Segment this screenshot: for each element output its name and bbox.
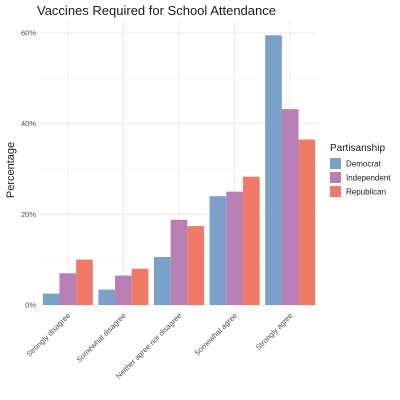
y-axis-title: Percentage (5, 142, 17, 198)
bar-democrat-2 (153, 256, 171, 305)
bar-independent-3 (226, 191, 243, 305)
legend-label: Republican (346, 188, 386, 197)
bar-republican-0 (76, 259, 93, 305)
bar-democrat-1 (98, 289, 116, 305)
bars (42, 35, 316, 306)
x-tick-label: Somewhat disagree (75, 311, 128, 364)
bar-democrat-4 (265, 35, 282, 306)
y-tick-label: 20% (21, 210, 36, 219)
bar-republican-2 (187, 226, 205, 305)
legend-label: Independent (346, 174, 391, 183)
x-tick-label: Somewhat agree (193, 311, 239, 357)
bar-independent-1 (115, 275, 132, 305)
bar-independent-2 (170, 219, 188, 305)
x-tick-label: Neither agree nor disagree (114, 311, 183, 380)
y-tick-label: 40% (21, 119, 36, 128)
y-axis-ticks: 0% 20% 40% 60% (21, 29, 36, 310)
legend-key-republican (330, 186, 341, 197)
x-tick-label: Strongly agree (254, 311, 295, 352)
y-tick-label: 60% (21, 29, 36, 38)
bar-republican-4 (298, 139, 316, 305)
bar-independent-0 (59, 273, 77, 305)
legend-title: Partisanship (330, 143, 385, 154)
legend-key-democrat (330, 158, 341, 169)
bar-democrat-0 (42, 293, 60, 305)
legend-label: Democrat (346, 160, 381, 169)
legend: Partisanship Democrat Independent Republic… (330, 143, 391, 197)
x-tick-label: Strongly disagree (25, 311, 73, 359)
chart-title: Vaccines Required for School Attendance (37, 3, 276, 18)
y-tick-label: 0% (25, 301, 36, 310)
x-axis-ticks: Strongly disagree Somewhat disagreeNeithe… (25, 311, 295, 380)
bar-independent-4 (281, 109, 299, 305)
legend-key-independent (330, 172, 341, 183)
bar-democrat-3 (209, 196, 227, 305)
bar-republican-3 (242, 176, 260, 305)
bar-republican-1 (131, 268, 149, 305)
